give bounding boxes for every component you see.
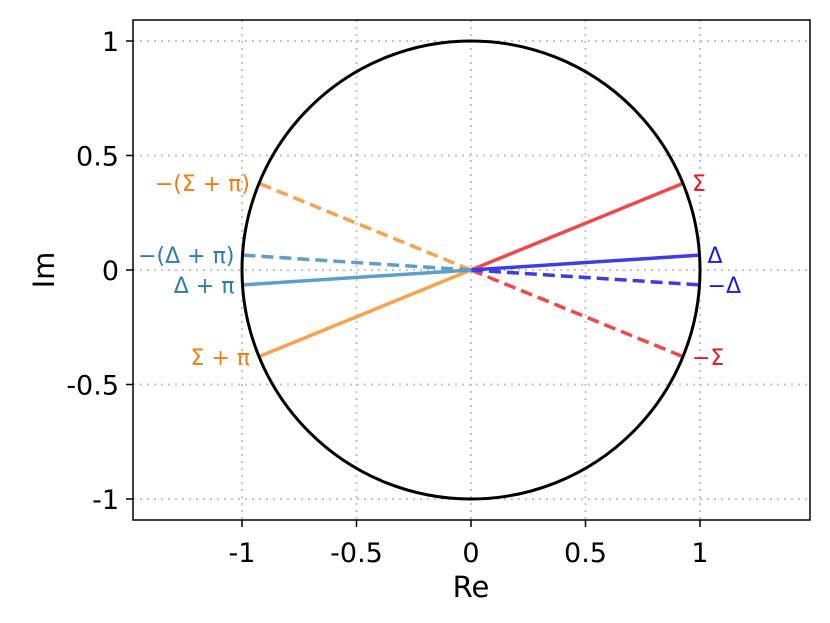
- ray-label: −Δ: [708, 274, 741, 299]
- x-axis-label: Re: [453, 570, 490, 604]
- ray-label: −(Δ + π): [138, 244, 234, 269]
- y-tick-label: -1: [92, 485, 119, 516]
- ray-line: [257, 181, 472, 272]
- ray-labels: Σ −Σ Δ −Δ Σ + π −(Σ + π) Δ + π −(Δ + π): [138, 172, 741, 371]
- ray-label: Δ: [708, 244, 723, 269]
- y-axis-label: Im: [27, 252, 61, 289]
- ray-line: [470, 268, 685, 359]
- ray-label: −Σ: [692, 346, 724, 371]
- ticks: -1 -0.5 0 0.5 1 1 0.5 0 -0.5 -1: [66, 27, 708, 569]
- rays: [242, 181, 700, 359]
- ray-line: [257, 268, 472, 359]
- ray-label: Σ: [692, 172, 706, 197]
- y-tick-label: 1: [102, 27, 119, 58]
- x-tick-label: 0.5: [564, 538, 607, 569]
- x-tick-label: 1: [691, 538, 708, 569]
- x-tick-label: 0: [462, 538, 479, 569]
- ray-line: [242, 268, 472, 287]
- ray-line: [470, 181, 685, 272]
- ray-line: [242, 253, 472, 272]
- ray-line: [470, 268, 700, 287]
- x-tick-label: -0.5: [330, 538, 383, 569]
- y-tick-label: 0: [102, 256, 119, 287]
- x-tick-label: -1: [229, 538, 256, 569]
- unit-circle: [240, 39, 702, 501]
- y-tick-label: -0.5: [66, 371, 119, 402]
- ray-label: Σ + π: [190, 346, 250, 371]
- y-tick-label: 0.5: [76, 142, 119, 173]
- ray-line: [470, 253, 700, 272]
- grid: [133, 20, 810, 520]
- ray-label: −(Σ + π): [155, 172, 250, 197]
- ray-label: Δ + π: [174, 274, 235, 299]
